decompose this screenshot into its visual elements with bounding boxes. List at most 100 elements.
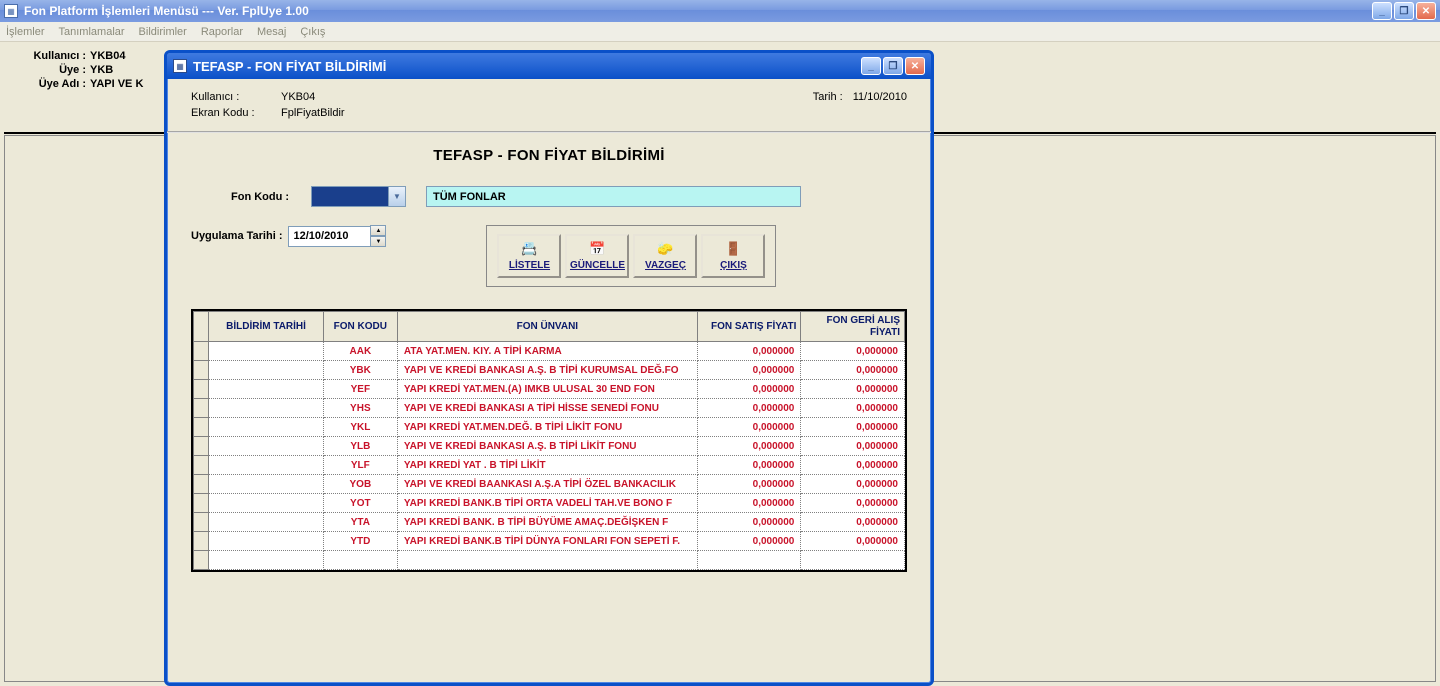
vazgec-button[interactable]: 🧽 VAZGEÇ [633,234,697,278]
cell-bildirim-tarihi[interactable] [209,342,324,361]
cell-geri-alis-fiyati[interactable]: 0,000000 [801,475,905,494]
menu-mesaj[interactable]: Mesaj [257,26,286,38]
cell-fon-unvani[interactable]: YAPI KREDİ BANK.B TİPİ DÜNYA FONLARI FON… [397,532,697,551]
row-header [194,437,209,456]
cancel-icon: 🧽 [657,241,673,257]
uygulama-tarihi-input[interactable]: 12/10/2010 [288,226,371,247]
cell-fon-kodu[interactable]: YEF [323,380,397,399]
cell-fon-kodu[interactable]: YTD [323,532,397,551]
col-geri-alis-fiyati[interactable]: FON GERİ ALIŞ FİYATI [801,312,905,342]
cell-bildirim-tarihi[interactable] [209,380,324,399]
cell-bildirim-tarihi[interactable] [209,475,324,494]
cikis-button[interactable]: 🚪 ÇIKIŞ [701,234,765,278]
main-minimize-button[interactable]: _ [1372,2,1392,20]
cell-geri-alis-fiyati[interactable]: 0,000000 [801,437,905,456]
cell-satis-fiyati[interactable]: 0,000000 [697,456,801,475]
menu-cikis[interactable]: Çıkış [300,26,325,38]
cell-geri-alis-fiyati[interactable]: 0,000000 [801,418,905,437]
cell-bildirim-tarihi[interactable] [209,399,324,418]
table-row[interactable]: YTDYAPI KREDİ BANK.B TİPİ DÜNYA FONLARI … [194,532,905,551]
date-spin-up[interactable]: ▲ [370,225,386,236]
table-row[interactable]: YLFYAPI KREDİ YAT . B TİPİ LİKİT0,000000… [194,456,905,475]
cell-satis-fiyati[interactable]: 0,000000 [697,399,801,418]
table-row[interactable]: YTAYAPI KREDİ BANK. B TİPİ BÜYÜME AMAÇ.D… [194,513,905,532]
cell-fon-unvani[interactable]: ATA YAT.MEN. KIY. A TİPİ KARMA [397,342,697,361]
cell-geri-alis-fiyati[interactable]: 0,000000 [801,380,905,399]
col-satis-fiyati[interactable]: FON SATIŞ FİYATI [697,312,801,342]
cell-satis-fiyati[interactable]: 0,000000 [697,532,801,551]
main-menubar: İşlemler Tanımlamalar Bildirimler Raporl… [0,22,1440,42]
table-row[interactable]: YOBYAPI VE KREDİ BAANKASI A.Ş.A TİPİ ÖZE… [194,475,905,494]
cell-geri-alis-fiyati[interactable]: 0,000000 [801,399,905,418]
date-spin-down[interactable]: ▼ [370,236,386,247]
cell-geri-alis-fiyati[interactable]: 0,000000 [801,513,905,532]
modal-close-button[interactable]: ✕ [905,57,925,75]
table-row[interactable]: AAKATA YAT.MEN. KIY. A TİPİ KARMA0,00000… [194,342,905,361]
vazgec-caption: VAZGEÇ [645,260,686,271]
cell-fon-kodu[interactable]: YTA [323,513,397,532]
cell-fon-unvani[interactable]: YAPI VE KREDİ BANKASI A TİPİ HİSSE SENED… [397,399,697,418]
cell-fon-kodu[interactable]: AAK [323,342,397,361]
modal-maximize-button[interactable]: ❐ [883,57,903,75]
cell-fon-kodu[interactable]: YLB [323,437,397,456]
cell-bildirim-tarihi[interactable] [209,361,324,380]
col-fon-unvani[interactable]: FON ÜNVANI [397,312,697,342]
modal-minimize-button[interactable]: _ [861,57,881,75]
cell-satis-fiyati[interactable]: 0,000000 [697,418,801,437]
cell-fon-unvani[interactable]: YAPI VE KREDİ BANKASI A.Ş. B TİPİ KURUMS… [397,361,697,380]
member-label: Üye : [10,64,90,76]
cell-fon-kodu[interactable]: YBK [323,361,397,380]
cell-satis-fiyati[interactable]: 0,000000 [697,494,801,513]
table-row[interactable]: YOTYAPI KREDİ BANK.B TİPİ ORTA VADELİ TA… [194,494,905,513]
cell-fon-unvani[interactable]: YAPI KREDİ YAT.MEN.(A) IMKB ULUSAL 30 EN… [397,380,697,399]
cell-fon-unvani[interactable]: YAPI KREDİ YAT.MEN.DEĞ. B TİPİ LİKİT FON… [397,418,697,437]
menu-tanimlamalar[interactable]: Tanımlamalar [59,26,125,38]
cell-fon-unvani[interactable]: YAPI KREDİ BANK.B TİPİ ORTA VADELİ TAH.V… [397,494,697,513]
cell-bildirim-tarihi[interactable] [209,494,324,513]
date-spinner: ▲ ▼ [370,225,386,247]
main-maximize-button[interactable]: ❐ [1394,2,1414,20]
cell-satis-fiyati[interactable]: 0,000000 [697,342,801,361]
cell-geri-alis-fiyati[interactable]: 0,000000 [801,342,905,361]
cell-bildirim-tarihi[interactable] [209,437,324,456]
cell-fon-kodu[interactable]: YOT [323,494,397,513]
cell-fon-kodu[interactable]: YLF [323,456,397,475]
cell-geri-alis-fiyati[interactable]: 0,000000 [801,456,905,475]
cell-fon-kodu[interactable]: YHS [323,399,397,418]
cell-geri-alis-fiyati[interactable]: 0,000000 [801,532,905,551]
cell-bildirim-tarihi[interactable] [209,532,324,551]
cell-fon-unvani[interactable]: YAPI VE KREDİ BANKASI A.Ş. B TİPİ LİKİT … [397,437,697,456]
cell-bildirim-tarihi[interactable] [209,456,324,475]
main-close-button[interactable]: ✕ [1416,2,1436,20]
table-row[interactable]: YKLYAPI KREDİ YAT.MEN.DEĞ. B TİPİ LİKİT … [194,418,905,437]
cell-satis-fiyati[interactable]: 0,000000 [697,475,801,494]
table-row[interactable]: YLBYAPI VE KREDİ BANKASI A.Ş. B TİPİ LİK… [194,437,905,456]
listele-button[interactable]: 📇 LİSTELE [497,234,561,278]
cell-geri-alis-fiyati[interactable]: 0,000000 [801,494,905,513]
fonkodu-dropdown[interactable]: ▼ [311,186,406,207]
cell-satis-fiyati[interactable]: 0,000000 [697,513,801,532]
cell-bildirim-tarihi[interactable] [209,418,324,437]
table-row[interactable]: YBKYAPI VE KREDİ BANKASI A.Ş. B TİPİ KUR… [194,361,905,380]
table-row[interactable]: YHSYAPI VE KREDİ BANKASI A TİPİ HİSSE SE… [194,399,905,418]
cell-satis-fiyati[interactable]: 0,000000 [697,437,801,456]
cell-geri-alis-fiyati[interactable]: 0,000000 [801,361,905,380]
cell-fon-unvani[interactable]: YAPI VE KREDİ BAANKASI A.Ş.A TİPİ ÖZEL B… [397,475,697,494]
col-bildirim-tarihi[interactable]: BİLDİRİM TARİHİ [209,312,324,342]
table-row[interactable]: YEFYAPI KREDİ YAT.MEN.(A) IMKB ULUSAL 30… [194,380,905,399]
menu-bildirimler[interactable]: Bildirimler [139,26,187,38]
cell-fon-kodu[interactable]: YOB [323,475,397,494]
cell-satis-fiyati[interactable]: 0,000000 [697,380,801,399]
cell-fon-unvani[interactable]: YAPI KREDİ BANK. B TİPİ BÜYÜME AMAÇ.DEĞİ… [397,513,697,532]
guncelle-button[interactable]: 📅 GÜNCELLE [565,234,629,278]
col-fon-kodu[interactable]: FON KODU [323,312,397,342]
cell-fon-kodu[interactable]: YKL [323,418,397,437]
cell-satis-fiyati[interactable]: 0,000000 [697,361,801,380]
modal-window: ▦ TEFASP - FON FİYAT BİLDİRİMİ _ ❐ ✕ Kul… [164,50,934,686]
cell-bildirim-tarihi[interactable] [209,513,324,532]
menu-raporlar[interactable]: Raporlar [201,26,243,38]
row-header [194,361,209,380]
menu-islemler[interactable]: İşlemler [6,26,45,38]
cell-fon-unvani[interactable]: YAPI KREDİ YAT . B TİPİ LİKİT [397,456,697,475]
membername-label: Üye Adı : [10,78,90,90]
